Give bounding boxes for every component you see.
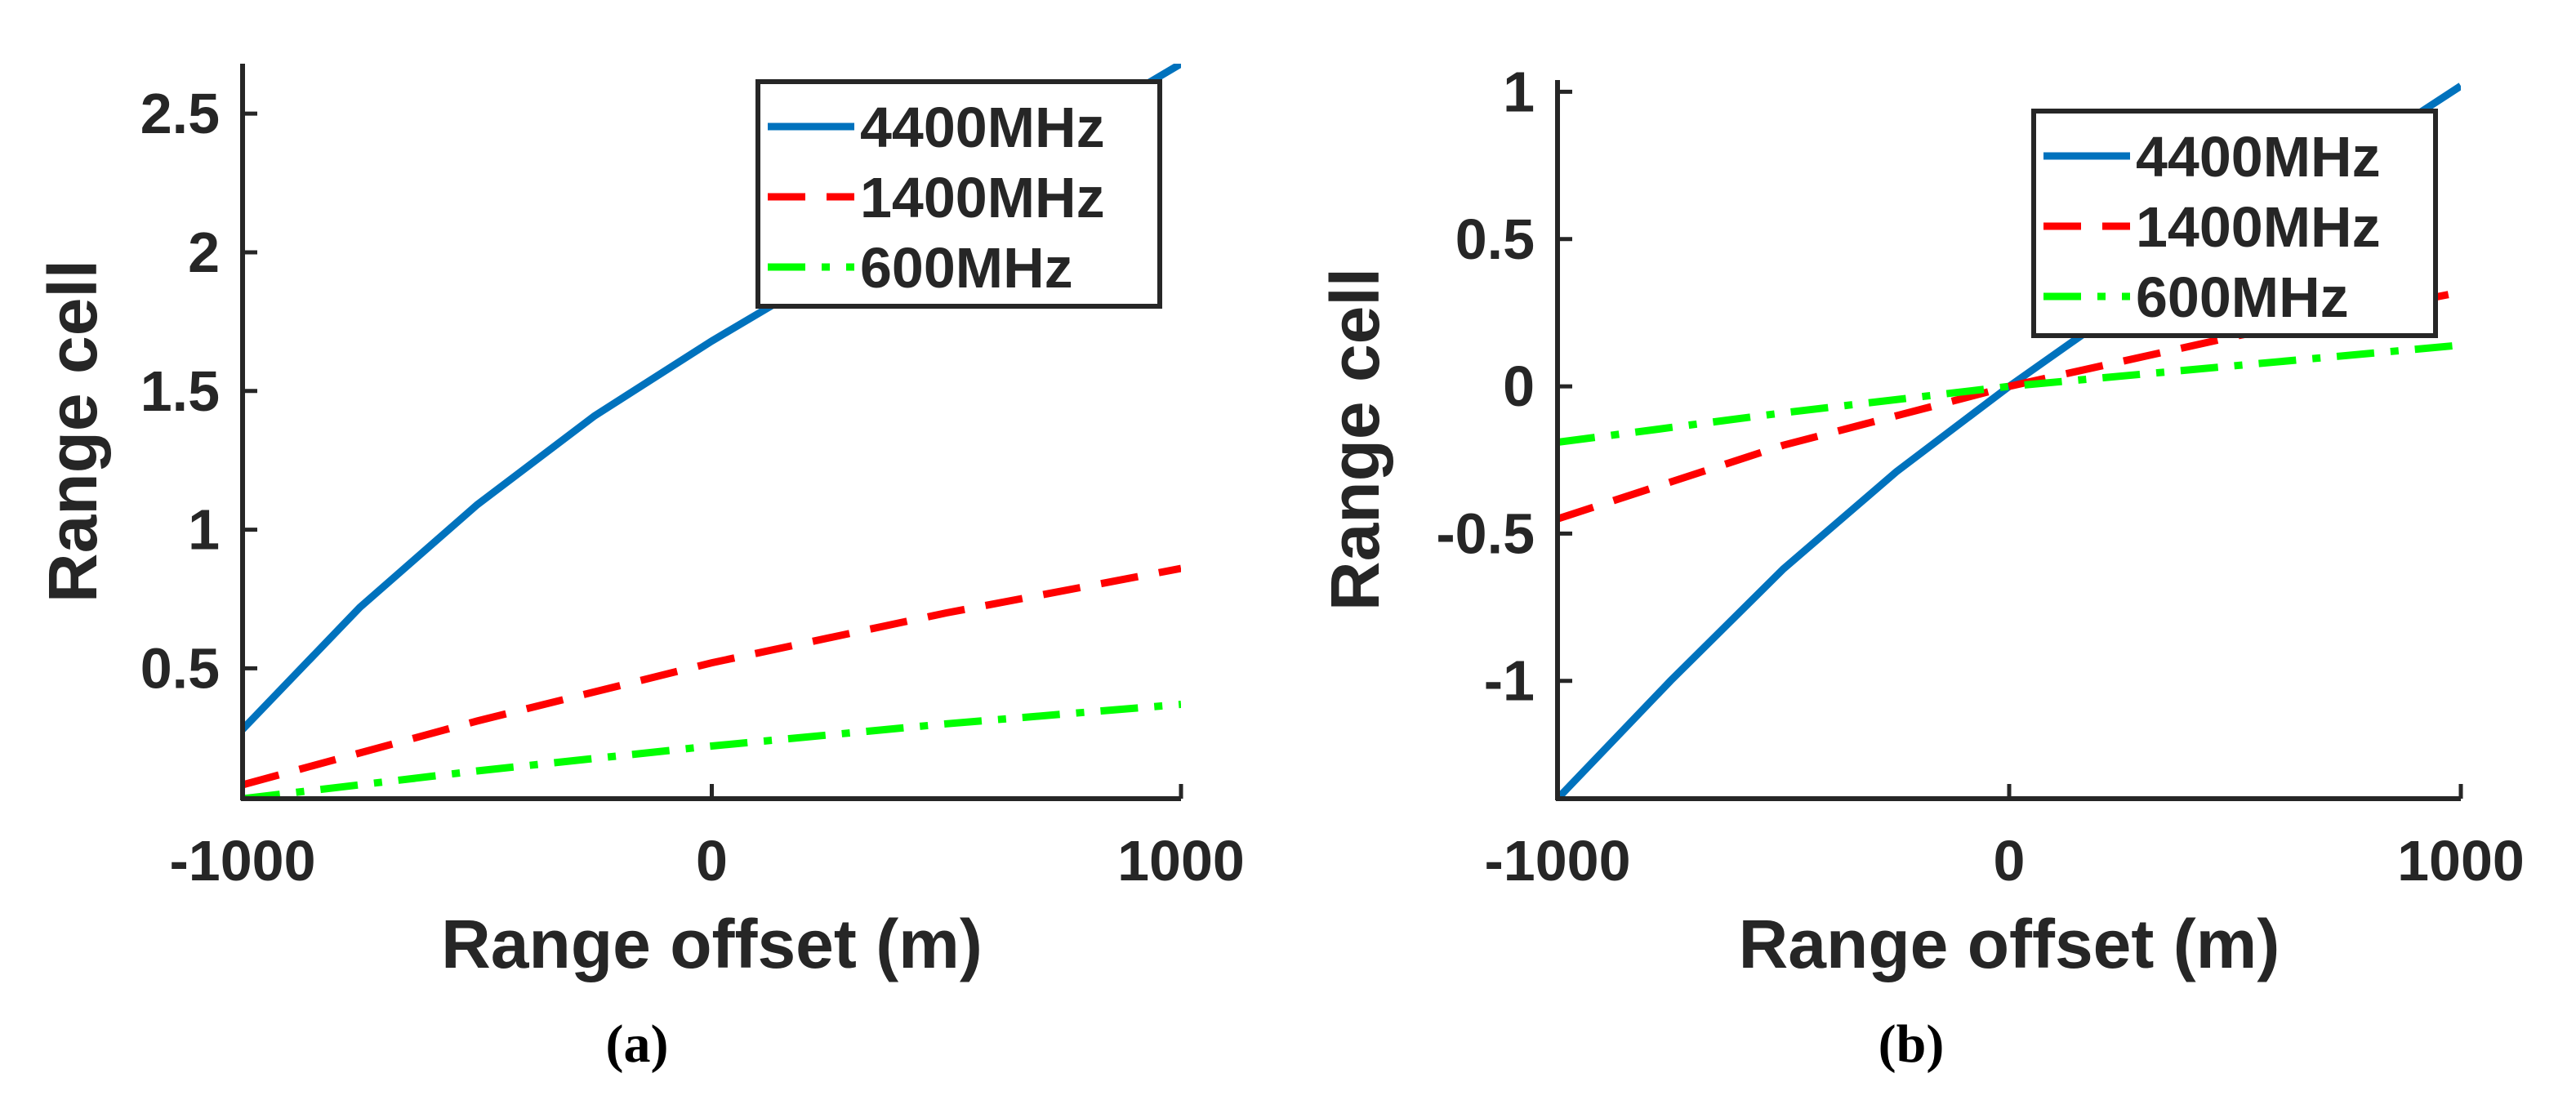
y-tick-label: 1 (188, 498, 220, 562)
x-tick-label: -1000 (1484, 829, 1630, 893)
legend-label: 4400MHz (2136, 125, 2381, 189)
x-tick-label: 0 (696, 829, 728, 893)
y-tick-label: -1 (1484, 649, 1535, 713)
x-tick-label: 1000 (2397, 829, 2525, 893)
x-tick-label: 1000 (1117, 829, 1245, 893)
x-tick-label: 0 (1994, 829, 2026, 893)
x-axis-label: Range offset (m) (441, 906, 983, 982)
chart-panel-a: -1000 0 1000 0.5 1 1.5 2 2.5 Range offset (m) Ran… (34, 64, 1245, 1074)
panel-caption: (a) (606, 1014, 669, 1074)
y-tick-label: 2 (188, 220, 220, 284)
y-tick-label: 1 (1503, 60, 1535, 123)
legend-label: 4400MHz (860, 96, 1105, 159)
legend-label: 600MHz (2136, 265, 2349, 329)
y-tick-label: 0.5 (140, 636, 220, 700)
series-line-600MHz (1558, 341, 2461, 447)
series-line-1400MHz (243, 564, 1181, 789)
chart-panel-b: -1000 0 1000 -1 -0.5 0 0.5 1 Range offset (m) Ran… (1317, 60, 2525, 1074)
y-tick-label: 0.5 (1455, 207, 1535, 271)
x-axis-label: Range offset (m) (1739, 906, 2280, 982)
y-tick-label: -0.5 (1436, 501, 1535, 565)
legend-label: 1400MHz (2136, 195, 2381, 259)
series-line-600MHz (243, 701, 1181, 799)
legend: 4400MHz 1400MHz 600MHz (755, 79, 1162, 309)
legend-label: 600MHz (860, 236, 1073, 300)
legend-label: 1400MHz (860, 166, 1105, 229)
y-tick-label: 0 (1503, 354, 1535, 418)
y-tick-label: 2.5 (140, 82, 220, 145)
x-tick-label: -1000 (169, 829, 315, 893)
y-axis-label: Range cell (34, 260, 111, 603)
panel-caption: (b) (1879, 1014, 1945, 1074)
y-tick-label: 1.5 (140, 359, 220, 423)
y-axis-label: Range cell (1317, 268, 1393, 611)
